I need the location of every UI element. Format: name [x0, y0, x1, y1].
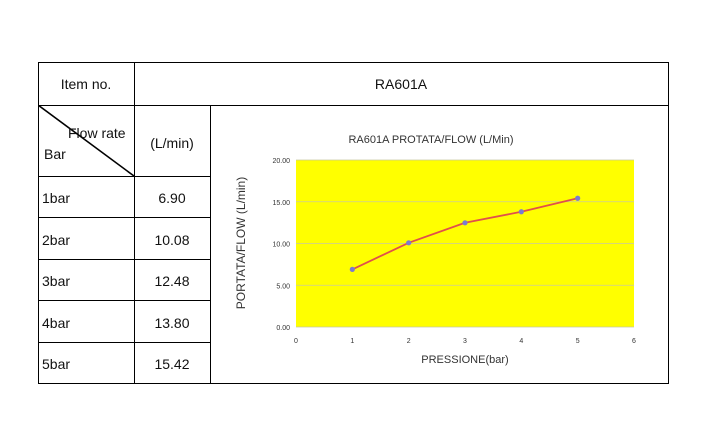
table-border-left: [38, 62, 39, 384]
data-point: [575, 195, 581, 201]
row-bar-label: 4bar: [42, 315, 71, 331]
y-axis-label: PORTATA/FLOW (L/min): [234, 177, 248, 309]
data-point: [349, 266, 355, 272]
y-tick-label: 0.00: [276, 325, 290, 332]
x-tick-label: 2: [407, 338, 411, 345]
y-tick-label: 5.00: [276, 283, 290, 290]
y-tick-label: 15.00: [272, 200, 290, 207]
x-tick-label: 5: [576, 338, 580, 345]
x-tick-label: 3: [463, 338, 467, 345]
x-axis-label: PRESSIONE(bar): [421, 354, 508, 366]
column-divider: [134, 62, 135, 384]
row-bar-label: 1bar: [42, 190, 71, 206]
bar-header: Bar: [44, 146, 66, 162]
table-border-right: [668, 62, 669, 384]
row-bar-label: 3bar: [42, 273, 71, 289]
y-tick-label: 20.00: [272, 158, 290, 165]
row-bar-label: 5bar: [42, 356, 71, 372]
data-point: [406, 240, 412, 246]
row-flow-value: 15.42: [154, 356, 190, 372]
data-point: [462, 220, 468, 226]
chart-title: RA601A PROTATA/FLOW (L/Min): [348, 134, 513, 146]
row-bar-label: 2bar: [42, 232, 71, 248]
row-flow-value: 10.08: [154, 232, 190, 248]
data-point: [518, 209, 524, 215]
table-border-bottom: [38, 383, 669, 384]
row-divider: [38, 217, 210, 218]
table-border-header: [38, 105, 669, 106]
x-tick-label: 1: [350, 338, 354, 345]
y-tick-label: 10.00: [272, 242, 290, 249]
row-flow-value: 6.90: [158, 190, 186, 206]
row-flow-value: 12.48: [154, 273, 190, 289]
column-divider: [210, 105, 211, 384]
header-diagonal: [38, 105, 135, 177]
row-divider: [38, 176, 210, 177]
row-flow-value: 13.80: [154, 315, 190, 331]
flow-rate-header: Flow rate: [68, 125, 126, 141]
x-tick-label: 4: [519, 338, 523, 345]
item-no-value: RA601A: [374, 76, 428, 92]
flow-chart: RA601A PROTATA/FLOW (L/Min) 0.00 5.00 10.0…: [234, 134, 636, 366]
table-border-top: [38, 62, 669, 63]
unit-header: (L/min): [150, 135, 194, 151]
row-divider: [38, 300, 210, 301]
item-no-label: Item no.: [60, 76, 112, 92]
x-tick-label: 6: [632, 338, 636, 345]
x-tick-label: 0: [294, 338, 298, 345]
row-divider: [38, 259, 210, 260]
row-divider: [38, 342, 210, 343]
